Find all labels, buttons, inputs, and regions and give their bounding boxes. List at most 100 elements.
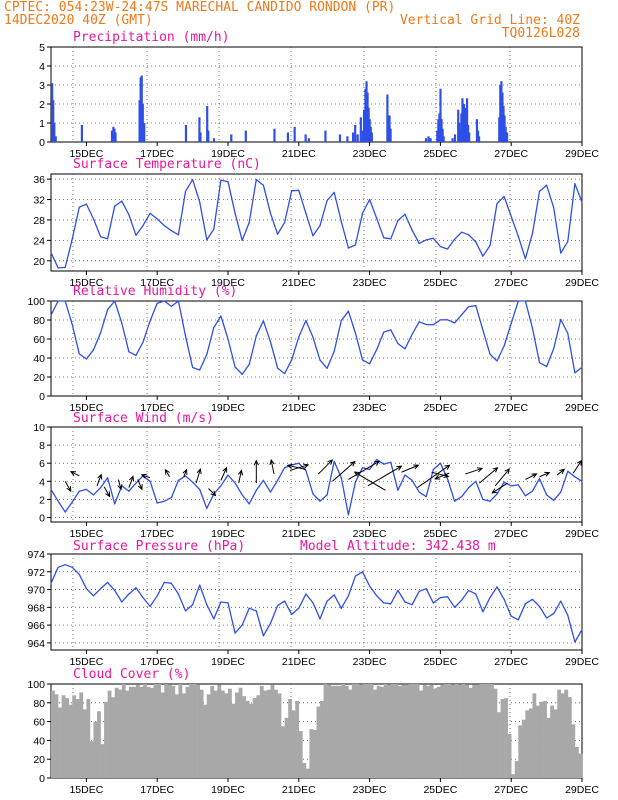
pres-point	[432, 602, 434, 604]
cloud-bar	[235, 692, 239, 778]
rh-frame	[50, 300, 583, 397]
cloud-bar	[341, 684, 346, 778]
wind-vector	[96, 473, 103, 486]
pres-point	[390, 603, 392, 605]
cloud-bar	[564, 689, 569, 778]
wind-vector	[479, 466, 499, 484]
temp-point	[496, 203, 498, 205]
rh-point	[114, 300, 116, 302]
pres-point	[163, 581, 165, 584]
wind-arrow-shaft	[103, 486, 111, 497]
temp-point	[234, 212, 236, 214]
wind-vector	[195, 467, 202, 484]
pres-point	[177, 593, 180, 595]
cloud-bar	[543, 700, 547, 778]
rh-point	[64, 300, 66, 302]
wind-arrow-head	[129, 475, 135, 482]
wind-point	[234, 482, 236, 484]
temp-point	[376, 217, 378, 220]
rh-point	[241, 373, 243, 375]
rh-point	[347, 310, 349, 312]
wind-xtick-label: 21DEC	[282, 528, 316, 540]
wind-arrow-head	[196, 467, 202, 475]
rh-point	[199, 369, 201, 371]
cloud-bar	[210, 685, 215, 778]
rh-point	[503, 345, 505, 347]
temp-point	[560, 252, 562, 254]
vertical-grid-note: Vertical Grid Line: 40Z	[400, 13, 580, 28]
wind-arrow-shaft	[332, 461, 356, 482]
pres-point	[553, 612, 555, 615]
cloud-bar	[220, 690, 225, 778]
wind-arrow-shaft	[572, 460, 582, 474]
pres-point	[107, 581, 109, 584]
temp-point	[354, 244, 357, 246]
temp-point	[524, 258, 526, 260]
wind-point	[567, 470, 569, 472]
wind-arrow-shaft	[354, 471, 386, 491]
wind-vector	[237, 469, 244, 484]
temp-point	[383, 237, 385, 239]
wind-xtick-label: 17DEC	[140, 528, 174, 540]
wind-ytick-label: 8	[39, 440, 45, 452]
rh-point	[553, 347, 555, 350]
wind-point	[453, 500, 456, 502]
rh-xtick-label: 17DEC	[140, 402, 174, 414]
temp-xtick-label: 17DEC	[140, 277, 174, 289]
pres-point	[319, 618, 321, 620]
precip-bar	[286, 132, 290, 142]
cloud-bar	[100, 744, 105, 778]
wind-vector	[128, 475, 135, 488]
panels: 0 1 2 3 4 5 15DEC 17DEC 19DEC 21DEC 23DEC 25DEC 27DE…	[27, 30, 599, 796]
wind-arrow-head	[444, 464, 451, 470]
rh-point	[432, 324, 434, 326]
wind-arrow-shaft	[137, 479, 143, 490]
wind-point	[319, 500, 321, 502]
temp-point	[461, 231, 463, 233]
wind-xtick-label: 25DEC	[423, 528, 457, 540]
pres-point	[114, 589, 116, 592]
temp-point	[128, 214, 130, 216]
wind-xtick-label: 23DEC	[353, 528, 387, 540]
rh-point	[142, 341, 144, 343]
wind-vector	[525, 473, 538, 480]
precip-bar	[273, 128, 276, 142]
pres-point	[50, 582, 52, 584]
pres-point	[156, 595, 158, 597]
precip-title: Precipitation (mm/h)	[73, 30, 230, 45]
cloud-bar	[79, 692, 84, 778]
wind-point	[538, 477, 541, 480]
temp-ytick-label: 32	[33, 195, 45, 207]
cloud-bar	[351, 684, 356, 778]
wind-arrow-head	[237, 469, 244, 476]
wind-point	[71, 501, 73, 503]
cloud-xtick-label: 17DEC	[140, 784, 174, 796]
wind-point	[184, 475, 187, 477]
wind-vector	[269, 458, 275, 475]
rh-point	[78, 353, 80, 355]
temp-point	[206, 239, 208, 241]
cloud-ytick-label: 100	[27, 679, 45, 691]
wind-vector	[137, 479, 143, 491]
cloud-bar	[323, 684, 328, 778]
wind-arrow-head	[504, 468, 511, 474]
wind-arrow-head	[253, 459, 259, 466]
temp-point	[156, 218, 158, 220]
cloud-bar	[89, 741, 94, 778]
pres-point	[213, 618, 215, 620]
wind-arrow-shaft	[64, 481, 72, 492]
panel-wind: 0 2 4 6 8 10 15DEC 17DEC 19DEC 21DEC 23DEC 25DEC 27D…	[33, 411, 599, 540]
pres-xtick-label: 21DEC	[282, 656, 316, 668]
rh-ytick-label: 20	[33, 372, 45, 384]
rh-point	[468, 306, 470, 308]
rh-point	[170, 305, 172, 308]
precip-bar	[439, 88, 442, 142]
temp-point	[227, 181, 229, 183]
cloud-bar	[196, 684, 200, 778]
pres-frame	[50, 553, 583, 651]
rh-series-line	[50, 300, 583, 375]
temp-point	[517, 235, 519, 237]
cloud-bar	[316, 706, 321, 778]
cloud-bar	[245, 700, 250, 778]
wind-xtick-label: 29DEC	[565, 528, 599, 540]
